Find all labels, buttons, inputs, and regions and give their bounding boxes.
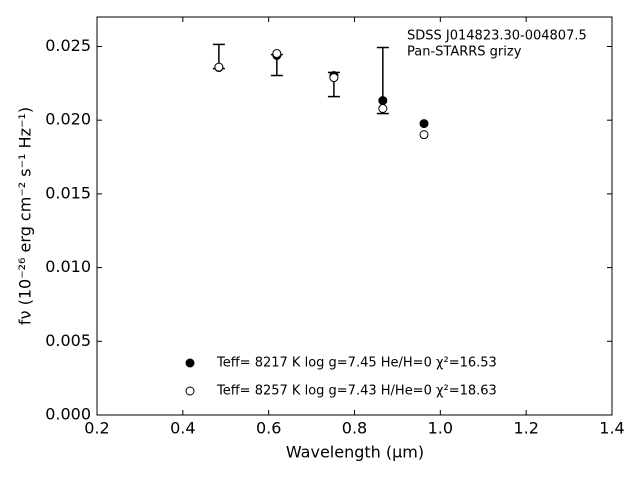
data-point [214, 62, 224, 72]
data-point [378, 104, 388, 114]
y-tick-label: 0.000 [45, 405, 91, 424]
legend-marker [185, 358, 195, 368]
y-tick-label: 0.025 [45, 36, 91, 55]
y-tick-label: 0.010 [45, 257, 91, 276]
x-tick-label: 1.0 [428, 419, 453, 438]
data-point [419, 130, 429, 140]
y-tick-label: 0.015 [45, 183, 91, 202]
x-tick-label: 0.8 [342, 419, 367, 438]
legend-marker [185, 386, 195, 396]
y-axis-label: fν (10⁻²⁶ erg cm⁻² s⁻¹ Hz⁻¹) [16, 107, 35, 325]
legend-label: Teff= 8217 K log g=7.45 He/H=0 χ²=16.53 [216, 356, 497, 371]
annotation: Pan-STARRS grizy [407, 45, 522, 60]
x-tick-label: 0.2 [84, 419, 109, 438]
legend-label: Teff= 8257 K log g=7.43 H/He=0 χ²=18.63 [216, 384, 497, 399]
x-tick-label: 1.2 [513, 419, 538, 438]
data-point [272, 49, 282, 59]
y-tick-label: 0.020 [45, 110, 91, 129]
y-tick-label: 0.005 [45, 331, 91, 350]
data-point [329, 73, 339, 83]
x-axis-label: Wavelength (μm) [286, 443, 424, 462]
x-tick-label: 0.4 [170, 419, 195, 438]
x-tick-label: 0.6 [256, 419, 281, 438]
annotation: SDSS J014823.30-004807.5 [407, 29, 587, 44]
x-tick-label: 1.4 [599, 419, 624, 438]
data-point [378, 96, 388, 106]
data-point [419, 119, 429, 129]
